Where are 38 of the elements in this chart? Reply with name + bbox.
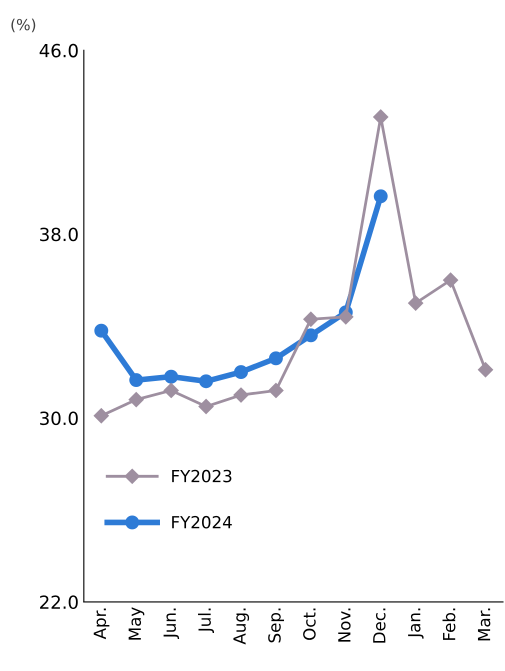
point xyxy=(304,328,318,342)
point xyxy=(268,351,283,366)
legend-label: FY2024 xyxy=(172,516,232,528)
x-tick-label: Apr. xyxy=(94,608,110,640)
y-tick-label: 30.0 xyxy=(40,411,78,426)
point xyxy=(338,309,354,324)
point xyxy=(164,382,179,398)
x-tick-label: Jan. xyxy=(408,608,424,639)
x-tick-label: Oct. xyxy=(303,608,316,640)
point xyxy=(129,373,144,388)
x-tick-label: Jun. xyxy=(164,608,180,639)
point xyxy=(234,365,248,380)
point xyxy=(128,392,144,408)
point xyxy=(303,312,318,327)
legend-label: FY2023 xyxy=(172,470,232,482)
x-tick-label: Nov. xyxy=(338,608,351,642)
x-tick-label: Sep. xyxy=(268,608,284,642)
point xyxy=(198,398,214,414)
point xyxy=(408,296,424,311)
x-tick-label: Aug. xyxy=(233,608,250,644)
point xyxy=(374,189,388,204)
x-tick-label: Dec. xyxy=(373,608,386,643)
y-tick-label: 22.0 xyxy=(40,595,78,610)
point xyxy=(233,387,249,403)
point xyxy=(94,408,109,424)
point xyxy=(94,324,108,338)
point xyxy=(268,382,284,398)
point xyxy=(199,374,214,388)
x-tick-label: Jul. xyxy=(198,608,214,634)
x-tick-label: Mar. xyxy=(478,608,490,640)
x-tick-label: May xyxy=(128,607,144,640)
y-tick-label: 38.0 xyxy=(40,228,78,242)
point xyxy=(164,370,178,384)
y-axis-title: (%) xyxy=(11,18,36,32)
point xyxy=(478,362,494,378)
y-tick-label: 46.0 xyxy=(40,44,78,58)
x-tick-label: Feb. xyxy=(442,608,456,640)
point xyxy=(443,272,458,288)
